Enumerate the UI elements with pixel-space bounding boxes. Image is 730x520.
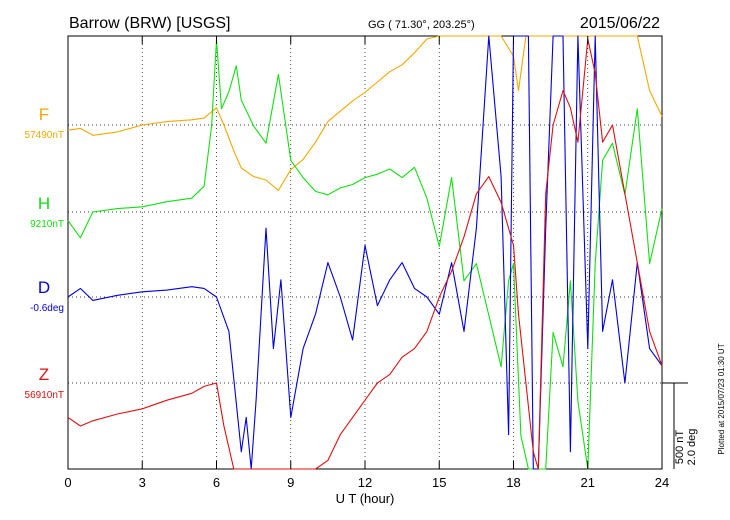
x-tick-label: 9 [287,475,294,490]
scale-label: 500 nT2.0 deg [674,429,698,466]
x-tick-label: 3 [139,475,146,490]
x-tick-label: 24 [655,475,669,490]
plotted-at-note: Plotted at 2015/07/23 01:30 UT [717,343,726,454]
series-line-z [67,38,663,470]
series-labels: F 57490nT H 9210nT D -0.6deg Z 56910nT [25,105,64,401]
series-line-h [67,39,663,470]
series-line-d [67,35,663,470]
series-name-z: Z [39,365,49,384]
series-baseline-f: 57490nT [25,130,64,141]
x-axis-label: U T (hour) [336,491,395,506]
x-tick-label: 6 [213,475,220,490]
scale-label-line: 2.0 deg [686,429,698,466]
coordinates: GG ( 71.30°, 203.25°) [368,19,475,31]
series-name-f: F [39,105,49,124]
grid [68,36,662,469]
scale-bar: 500 nT2.0 deg [662,382,698,469]
series-baseline-d: -0.6deg [30,303,64,314]
series-lines [67,35,663,470]
series-name-d: D [38,278,50,297]
series-baseline-z: 56910nT [25,390,64,401]
series-line-f [67,35,663,191]
x-tick-label: 21 [581,475,595,490]
series-baseline-h: 9210nT [30,219,64,230]
series-name-h: H [38,194,50,213]
x-axis: 0 3 6 9 12 15 18 21 24 [64,36,669,490]
scale-label-line: 500 nT [674,430,686,465]
x-tick-label: 0 [64,475,71,490]
x-tick-label: 15 [432,475,446,490]
x-tick-label: 12 [358,475,372,490]
date: 2015/06/22 [580,15,660,32]
station-title: Barrow (BRW) [USGS] [69,15,231,32]
x-tick-label: 18 [506,475,520,490]
